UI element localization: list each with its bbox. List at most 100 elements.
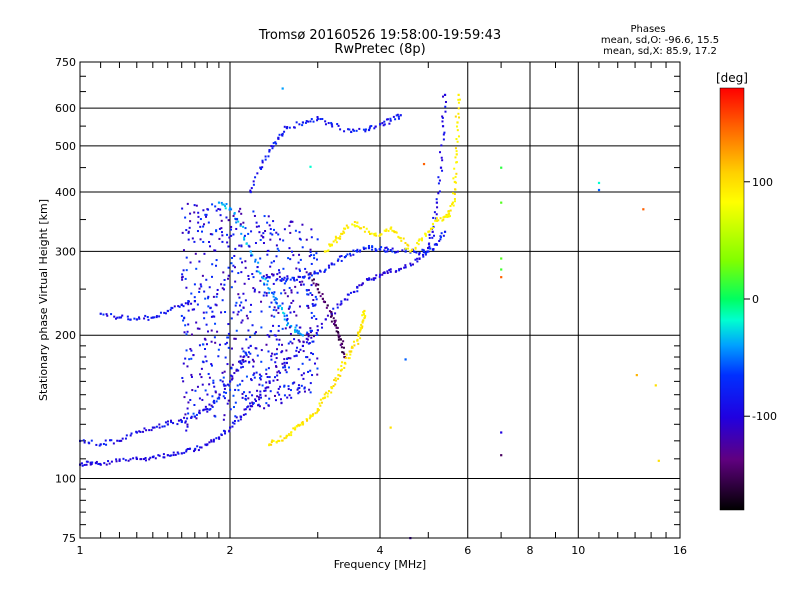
echo-point — [360, 327, 363, 330]
echo-point — [127, 459, 130, 462]
echo-point — [454, 156, 457, 159]
echo-point — [187, 309, 190, 312]
echo-point — [219, 214, 222, 217]
echo-point — [163, 425, 166, 428]
echo-point — [184, 357, 187, 360]
echo-point — [214, 341, 217, 344]
echo-point — [242, 221, 245, 224]
echo-point — [103, 462, 106, 465]
echo-point — [182, 269, 185, 272]
echo-point — [333, 263, 336, 266]
echo-point — [247, 329, 250, 332]
echo-point — [277, 249, 280, 252]
echo-point — [235, 221, 238, 224]
echo-point — [106, 314, 109, 317]
echo-point — [339, 237, 342, 240]
echo-point — [343, 298, 347, 301]
echo-point — [265, 402, 268, 405]
phase-stats-x: mean, sd,X: 85.9, 17.2 — [603, 46, 717, 57]
echo-point — [335, 241, 338, 244]
echo-point — [311, 279, 314, 282]
echo-point — [180, 303, 183, 306]
echo-point — [307, 293, 310, 296]
echo-point — [413, 250, 416, 253]
echo-point — [389, 270, 392, 273]
echo-point — [359, 326, 362, 329]
colorbar-tick-label: 0 — [752, 293, 759, 306]
echo-point — [202, 225, 205, 228]
y-tick-label: 200 — [55, 329, 76, 342]
echo-point — [229, 408, 232, 411]
echo-point — [289, 278, 292, 281]
echo-point — [447, 210, 450, 213]
echo-point — [252, 373, 255, 376]
echo-point — [231, 256, 234, 259]
echo-point — [278, 338, 281, 341]
echo-point — [195, 321, 198, 324]
isolated-echo-point — [657, 459, 660, 462]
echo-point — [213, 385, 216, 388]
echo-point — [166, 454, 169, 457]
echo-point — [185, 450, 188, 453]
echo-point — [332, 240, 335, 243]
echo-point — [265, 368, 268, 371]
echo-point — [398, 269, 401, 272]
echo-point — [343, 227, 347, 230]
echo-point — [358, 330, 361, 333]
echo-point — [345, 224, 348, 227]
echo-point — [286, 324, 289, 327]
x-tick-label: 8 — [527, 544, 534, 557]
echo-point — [381, 122, 384, 125]
echo-point — [290, 302, 293, 305]
echo-point — [129, 458, 132, 461]
echo-point — [323, 300, 327, 304]
isolated-echo-point — [642, 208, 645, 211]
echo-point — [456, 140, 459, 143]
isolated-echo-point — [500, 268, 503, 271]
echo-point — [407, 247, 410, 250]
echo-point — [240, 309, 243, 312]
echo-point — [305, 333, 308, 336]
echo-point — [451, 203, 454, 206]
echo-point — [412, 263, 415, 266]
echo-point — [330, 262, 333, 265]
echo-point — [185, 349, 188, 352]
echo-point — [145, 429, 148, 432]
echo-point — [267, 367, 270, 370]
echo-point — [342, 340, 345, 343]
echo-point — [433, 211, 436, 214]
echo-point — [394, 251, 397, 254]
echo-point — [352, 128, 355, 131]
echo-point — [187, 412, 190, 415]
echo-point — [223, 384, 226, 387]
echo-point — [295, 354, 298, 357]
echo-point — [346, 298, 349, 301]
echo-point — [268, 224, 271, 227]
echo-point — [421, 239, 424, 242]
echo-point — [247, 232, 250, 235]
echo-point — [309, 292, 312, 295]
echo-point — [193, 211, 196, 214]
echo-point — [383, 120, 386, 123]
echo-point — [204, 338, 207, 341]
echo-point — [260, 276, 263, 279]
echo-point — [277, 370, 280, 373]
echo-point — [341, 232, 344, 235]
echo-point — [341, 361, 344, 364]
echo-point — [234, 337, 237, 340]
echo-point — [340, 255, 343, 258]
echo-point — [281, 439, 284, 442]
echo-point — [169, 419, 172, 422]
echo-point — [416, 241, 419, 244]
echo-point — [227, 346, 230, 349]
echo-point — [265, 343, 268, 346]
echo-point — [386, 118, 389, 121]
echo-point — [289, 311, 292, 314]
echo-point — [208, 240, 211, 243]
echo-point — [83, 463, 86, 466]
echo-point — [384, 246, 387, 249]
echo-point — [210, 364, 213, 367]
echo-point — [364, 128, 367, 131]
echo-point — [334, 377, 337, 380]
echo-point — [99, 443, 102, 446]
